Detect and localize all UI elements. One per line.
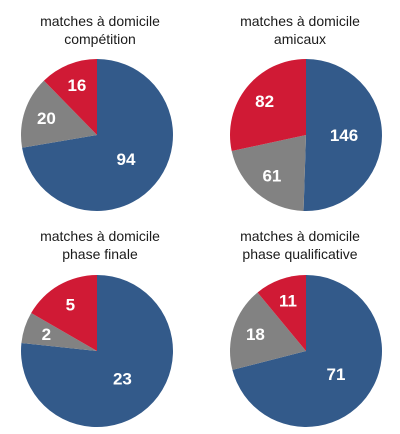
pie-slice-label: 5 (66, 295, 75, 314)
pie-slice-label: 2 (42, 325, 51, 344)
pie-panel-phase-finale: matches à domicile phase finale 23 2 5 (0, 217, 200, 434)
pie-slice (21, 313, 98, 351)
chart-title-line-2: compétition (64, 31, 136, 47)
chart-title: matches à domicile compétition (0, 12, 200, 48)
pie-slice-label: 146 (330, 126, 358, 145)
chart-title-line-2: amicaux (273, 31, 327, 47)
pie-slice (232, 275, 383, 427)
chart-title: matches à domicile phase finale (0, 227, 200, 263)
chart-title-line-2: phase qualificative (242, 246, 358, 262)
pie-slice-label: 82 (255, 92, 274, 111)
pie-chart: 146 61 82 (229, 59, 382, 212)
pie-slice-label: 18 (246, 325, 265, 344)
pie-slice-label: 20 (37, 109, 56, 128)
chart-title-line-1: matches à domicile (40, 228, 160, 244)
pie-slice (31, 275, 97, 351)
chart-title-line-1: matches à domicile (40, 13, 160, 29)
pie-chart: 94 20 16 (20, 59, 173, 211)
pie-slice-label: 61 (262, 166, 281, 185)
chart-title-line-1: matches à domicile (240, 13, 360, 29)
pie-slice-label: 16 (67, 76, 86, 95)
pie-slice (22, 59, 173, 211)
pie-slice-label: 94 (117, 150, 136, 169)
pie-slice (231, 135, 306, 211)
pie-chart: 71 18 11 (230, 275, 383, 427)
pie-slice (230, 292, 306, 370)
pie-slice-label: 11 (279, 291, 297, 310)
pie-slice (229, 59, 306, 151)
chart-title: matches à domicile amicaux (200, 12, 400, 48)
chart-title: matches à domicile phase qualificative (200, 227, 400, 263)
pie-slice (303, 59, 382, 212)
pie-panel-phase-qualificative: matches à domicile phase qualificative 7… (200, 217, 400, 434)
pie-slice-label: 23 (113, 370, 132, 389)
pie-chart: 23 25 (21, 275, 174, 427)
pie-slice (20, 80, 98, 148)
pie-slice-label: 71 (327, 365, 346, 384)
pie-slice (43, 59, 97, 135)
chart-title-line-1: matches à domicile (240, 228, 360, 244)
pie-panel-competition: matches à domicile compétition 94 20 16 (0, 0, 200, 217)
chart-title-line-2: phase finale (62, 246, 138, 262)
pie-panel-amicaux: matches à domicile amicaux 146 61 82 (200, 0, 400, 217)
pie-slice (257, 275, 306, 351)
pie-slice (21, 275, 174, 427)
